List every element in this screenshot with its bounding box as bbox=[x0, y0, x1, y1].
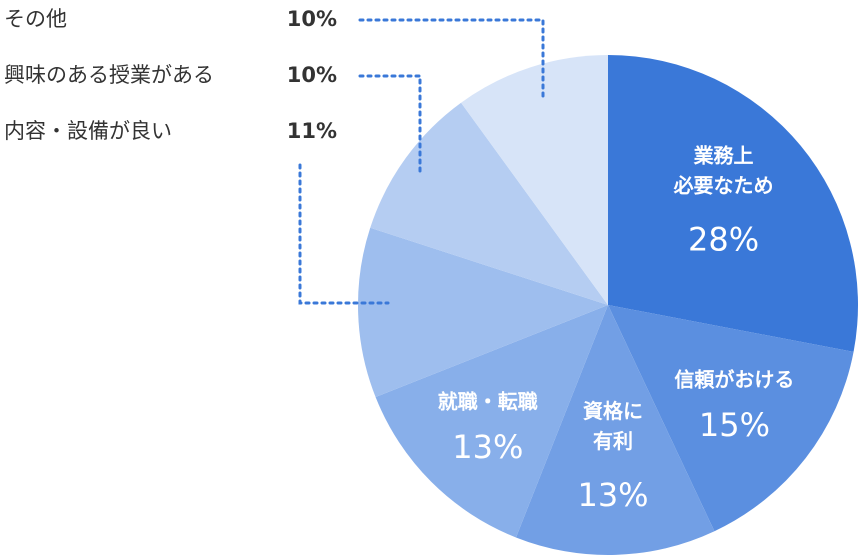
pie-slice bbox=[358, 227, 608, 398]
legend-value: 10% bbox=[287, 63, 337, 87]
slice-label: 資格に有利 bbox=[583, 398, 643, 452]
legend-value: 10% bbox=[287, 7, 337, 31]
slice-label: 就職・転職 bbox=[438, 390, 538, 414]
slice-value: 28% bbox=[688, 220, 759, 258]
leader-lines bbox=[298, 18, 545, 305]
pie-slice bbox=[461, 55, 608, 305]
pie-slice bbox=[375, 305, 608, 538]
slice-value: 13% bbox=[452, 428, 523, 466]
legend-value: 11% bbox=[287, 119, 337, 143]
pie-slice bbox=[515, 305, 715, 555]
slice-value: 15% bbox=[699, 406, 770, 444]
slice-label: 業務上必要なため bbox=[673, 143, 774, 197]
pie-slice bbox=[608, 55, 858, 352]
leader-line bbox=[298, 163, 390, 305]
legend-label: その他 bbox=[4, 7, 67, 31]
legend-label: 興味のある授業がある bbox=[4, 63, 214, 87]
leader-line bbox=[358, 74, 422, 177]
pie-slice bbox=[608, 305, 854, 532]
slice-label: 信頼がおける bbox=[674, 368, 794, 392]
slice-value: 13% bbox=[577, 476, 648, 514]
legend-label: 内容・設備が良い bbox=[4, 119, 172, 143]
pie bbox=[358, 55, 858, 555]
pie-slice bbox=[370, 102, 608, 305]
leader-line bbox=[358, 18, 545, 99]
